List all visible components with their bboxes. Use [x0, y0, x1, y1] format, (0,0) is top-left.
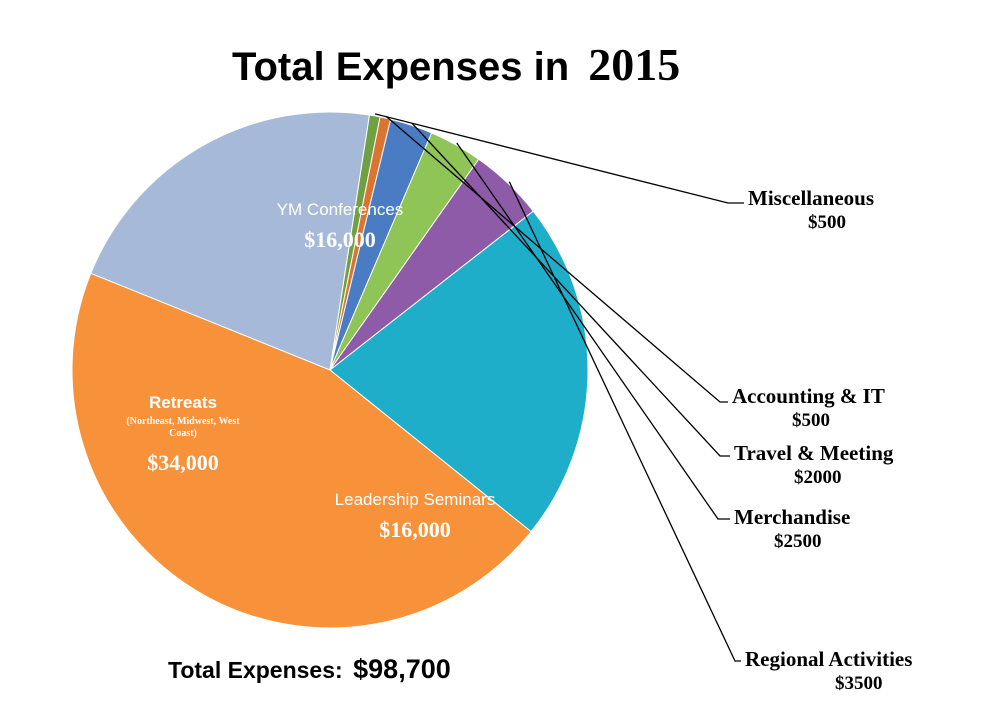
callout-label-regional-activities: Regional Activities$3500: [745, 647, 912, 694]
slice-name-label: Retreats: [149, 393, 217, 412]
slice-name-label: YM Conferences: [277, 200, 404, 219]
callout-name-label: Travel & Meeting: [734, 441, 894, 465]
callout-label-travel-meeting: Travel & Meeting$2000: [734, 441, 894, 488]
chart-title-year: 2015: [588, 39, 680, 90]
callout-value-label: $500: [808, 212, 846, 233]
svg-text:Total Expenses in 2015: Total Expenses in 2015: [232, 39, 680, 90]
slice-retreats: [71, 272, 532, 629]
callout-name-label: Regional Activities: [745, 647, 912, 671]
slice-value-label: $34,000: [147, 450, 219, 475]
leader-line-travel-meeting: [411, 122, 730, 457]
callout-value-label: $500: [792, 410, 830, 431]
slice-label-ym-conferences: YM Conferences $16,000: [277, 200, 404, 252]
callout-value-label: $2500: [774, 531, 822, 552]
callout-label-miscellaneous: Miscellaneous$500: [748, 186, 874, 233]
callout-value-label: $3500: [835, 673, 883, 694]
slice-name-label: Leadership Seminars: [335, 490, 496, 509]
callout-label-merchandise: Merchandise$2500: [734, 505, 850, 552]
total-expenses-value: $98,700: [353, 654, 451, 684]
slice-leadership-seminars: [329, 210, 589, 533]
slice-note-label: (Northeast, Midwest, West: [126, 416, 240, 427]
total-expenses-label: Total Expenses:: [168, 657, 343, 683]
leader-line-accounting-it: [385, 115, 728, 403]
callout-name-label: Miscellaneous: [748, 186, 874, 210]
chart-title: Total Expenses in: [232, 45, 569, 89]
leader-line-regional-activities: [508, 181, 741, 662]
callout-leader-lines: [374, 113, 744, 662]
callout-value-label: $2000: [794, 467, 842, 488]
slice-label-leadership-seminars: Leadership Seminars $16,000: [335, 490, 496, 542]
slice-note-label: Coast): [169, 428, 197, 439]
leader-line-miscellaneous: [374, 113, 744, 204]
callout-name-label: Accounting & IT: [732, 384, 885, 408]
slice-value-label: $16,000: [379, 517, 451, 542]
slice-ym-conferences: [90, 111, 371, 371]
pie-slices: [71, 111, 589, 629]
svg-text:Total Expenses: $98,700: Total Expenses: $98,700: [168, 654, 451, 684]
slice-value-label: $16,000: [304, 227, 376, 252]
leader-line-merchandise: [456, 142, 730, 520]
callout-label-accounting-it: Accounting & IT$500: [732, 384, 885, 431]
slice-labels: YM Conferences$16,000Miscellaneous$500Ac…: [126, 186, 912, 694]
callout-name-label: Merchandise: [734, 505, 850, 529]
